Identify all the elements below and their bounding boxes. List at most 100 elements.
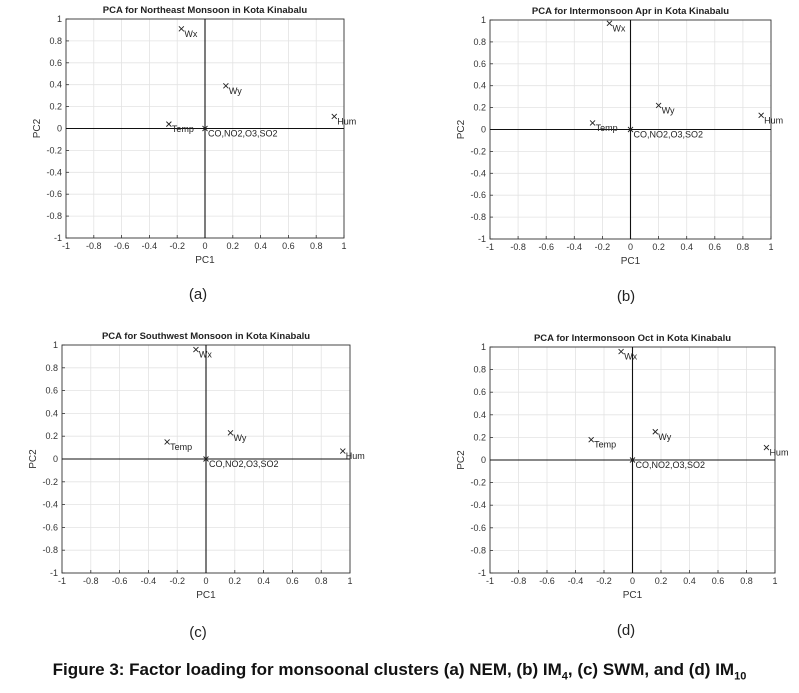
y-tick-label: -0.4 <box>470 500 486 510</box>
x-tick-label: -0.4 <box>141 576 157 586</box>
x-tick-label: -0.2 <box>169 241 185 251</box>
y-tick-label: 0.2 <box>473 103 486 113</box>
point-marker-wx <box>193 346 199 353</box>
y-axis-label: PC2 <box>456 119 467 139</box>
x-tick-label: -0.4 <box>567 242 583 252</box>
x-axis-label: PC1 <box>621 256 641 267</box>
y-tick-label: 0.2 <box>45 431 58 441</box>
chart-nem: -1-1 -0.8 -0.8 -0.6 -0.6 -0.4 -0.4 -0.2 -0.2 0 0 0.… <box>32 5 356 266</box>
point-label-hum: Hum <box>764 115 783 125</box>
point-marker-hum <box>339 448 346 454</box>
y-tick-label: -0.2 <box>470 478 486 488</box>
y-tick-label: -0.6 <box>46 189 62 199</box>
subcaption-d: (d) <box>616 622 636 639</box>
y-tick-label: 1 <box>481 15 486 25</box>
y-tick-label: -1 <box>54 233 62 243</box>
chart-title: PCA for Intermonsoon Oct in Kota Kinabal… <box>534 333 731 344</box>
x-tick-label: 0.6 <box>712 576 725 586</box>
x-tick-label: 0.2 <box>227 241 240 251</box>
point-marker-wx <box>606 20 613 27</box>
figure-caption: Figure 3: Factor loading for monsoonal c… <box>52 660 747 683</box>
y-tick-label: 0.2 <box>473 432 486 442</box>
chart-title: PCA for Intermonsoon Apr in Kota Kinabal… <box>532 6 729 17</box>
point-marker-temp <box>589 120 596 126</box>
point-label-wx: Wx <box>184 29 197 39</box>
y-tick-label: -0.4 <box>42 500 58 510</box>
x-tick-label: 0.2 <box>655 576 668 586</box>
y-tick-label: 0.6 <box>45 386 58 396</box>
x-tick-label: -0.6 <box>112 576 128 586</box>
x-tick-label: 1 <box>341 241 346 251</box>
y-tick-label: 0.4 <box>473 410 486 420</box>
x-tick-label: -0.8 <box>83 576 99 586</box>
point-marker-co-no2-o3-so2 <box>203 456 209 462</box>
point-marker-hum <box>758 112 764 119</box>
y-tick-label: -0.2 <box>470 146 486 156</box>
subcaption-b: (b) <box>616 288 636 305</box>
y-tick-label: 0.4 <box>473 81 486 91</box>
y-tick-label: -0.2 <box>46 145 62 155</box>
y-tick-label: -1 <box>50 568 58 578</box>
y-tick-label: -1 <box>478 234 486 244</box>
point-marker-wy <box>655 102 662 109</box>
y-axis-label: PC2 <box>456 450 467 470</box>
x-tick-label: -0.8 <box>510 242 526 252</box>
y-axis-label: PC2 <box>28 449 39 469</box>
y-tick-label: 0.6 <box>473 387 486 397</box>
point-label-wy: Wy <box>229 86 242 96</box>
chart-im-oct: -1-1 -0.8 -0.8 -0.6 -0.6 -0.4 -0.4 -0.2 -0.2 0 0 0.… <box>456 333 788 601</box>
point-label-wx: Wx <box>199 350 212 360</box>
point-label-co-no2-o3-so2: CO,NO2,O3,SO2 <box>209 459 279 469</box>
point-label-wy: Wy <box>233 433 246 443</box>
x-tick-label: 0.4 <box>257 576 270 586</box>
point-marker-wy <box>227 429 234 436</box>
y-tick-label: -0.8 <box>42 545 58 555</box>
y-tick-label: 0.8 <box>473 37 486 47</box>
point-marker-wy <box>223 82 229 89</box>
x-tick-label: 1 <box>347 576 352 586</box>
x-tick-label: -0.2 <box>169 576 185 586</box>
x-tick-label: -0.6 <box>538 242 554 252</box>
point-marker-temp <box>164 439 170 445</box>
x-tick-label: 0.4 <box>680 242 693 252</box>
point-label-wx: Wx <box>624 352 637 362</box>
x-axis-label: PC1 <box>195 255 215 266</box>
y-tick-label: 0.8 <box>45 363 58 373</box>
point-marker-co-no2-o3-so2 <box>629 457 636 463</box>
x-tick-label: 0.8 <box>315 576 328 586</box>
x-tick-label: 0.8 <box>310 241 323 251</box>
y-tick-label: 0.8 <box>49 36 62 46</box>
chart-im-apr: -1-1 -0.8 -0.8 -0.6 -0.6 -0.4 -0.4 -0.2 -0.2 0 0 0.… <box>456 6 783 267</box>
y-tick-label: 1 <box>53 340 58 350</box>
point-label-temp: Temp <box>594 440 616 450</box>
chart-swm: -1-1 -0.8 -0.8 -0.6 -0.6 -0.4 -0.4 -0.2 -0.2 0 0 0.… <box>28 331 365 601</box>
y-tick-label: 0 <box>481 455 486 465</box>
point-marker-temp <box>166 121 172 127</box>
x-tick-label: 0.2 <box>652 242 665 252</box>
x-tick-label: -0.2 <box>596 576 612 586</box>
point-marker-wx <box>178 26 185 32</box>
point-label-wx: Wx <box>612 23 625 33</box>
x-tick-label: 0.8 <box>737 242 750 252</box>
subcaption-a: (a) <box>188 286 208 303</box>
x-tick-label: 1 <box>768 242 773 252</box>
x-tick-label: 1 <box>772 576 777 586</box>
x-tick-label: -0.8 <box>86 241 102 251</box>
y-tick-label: -0.6 <box>470 523 486 533</box>
x-tick-label: 0.6 <box>282 241 295 251</box>
x-tick-label: -1 <box>62 241 70 251</box>
x-tick-label: 0 <box>630 576 635 586</box>
point-label-wy: Wy <box>658 432 671 442</box>
y-tick-label: -0.8 <box>46 211 62 221</box>
point-label-temp: Temp <box>596 123 618 133</box>
y-tick-label: -0.6 <box>470 190 486 200</box>
x-tick-label: 0.6 <box>709 242 722 252</box>
x-tick-label: -0.6 <box>114 241 130 251</box>
x-tick-label: -0.6 <box>539 576 555 586</box>
x-tick-label: 0.4 <box>683 576 696 586</box>
y-tick-label: 1 <box>481 342 486 352</box>
y-tick-label: 0 <box>481 125 486 135</box>
point-marker-co-no2-o3-so2 <box>202 125 208 132</box>
point-label-hum: Hum <box>337 116 356 126</box>
point-label-temp: Temp <box>170 442 192 452</box>
